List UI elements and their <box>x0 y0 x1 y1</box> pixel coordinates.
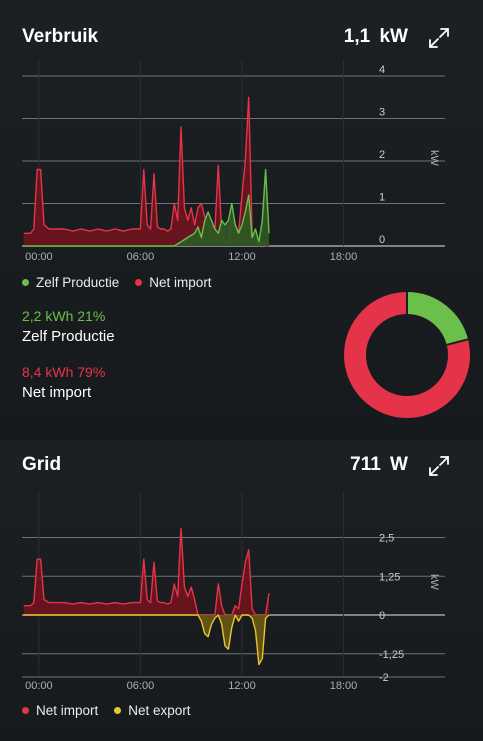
donut-separator <box>446 338 469 346</box>
legend-item-net-export[interactable]: Net export <box>114 703 191 718</box>
legend-item-self-production[interactable]: Zelf Productie <box>22 275 119 290</box>
y-tick-label: 1,25 <box>379 571 400 583</box>
legend-label: Net import <box>36 703 99 718</box>
card-title: Grid <box>22 454 62 475</box>
donut-chart <box>344 292 470 418</box>
card-title: Verbruik <box>22 26 99 47</box>
y-tick-label: 2 <box>379 149 385 161</box>
y-axis-unit-label: kW <box>428 574 440 591</box>
series-area-net-export <box>23 615 270 665</box>
x-tick-label: 06:00 <box>127 680 155 692</box>
x-tick-label: 00:00 <box>25 680 53 692</box>
legend-label: Net import <box>149 275 212 290</box>
x-tick-label: 00:00 <box>25 251 53 263</box>
series-line-net-export <box>23 614 270 666</box>
grid-card: Grid 711 W 2,5 1,25 0 -1,25 -2 00:00 06:00 12:0… <box>0 440 483 741</box>
y-tick-label: 1 <box>379 192 385 204</box>
y-tick-label: 0 <box>379 610 385 622</box>
stat-label: Zelf Productie <box>22 328 115 345</box>
series-line-zelf-productie <box>23 168 270 247</box>
expand-icon[interactable] <box>427 454 451 478</box>
y-tick-label: -2 <box>379 672 389 684</box>
grid-legend: Net import Net export <box>22 703 191 718</box>
x-tick-label: 12:00 <box>228 680 256 692</box>
current-power-value: 1,1 kW <box>343 26 408 47</box>
legend-label: Net export <box>128 703 191 718</box>
usage-legend: Zelf Productie Net import <box>22 275 212 290</box>
series-line-net-import <box>23 527 270 616</box>
stat-label: Net import <box>22 384 92 401</box>
grid-chart: 2,5 1,25 0 -1,25 -2 00:00 06:00 12:00 18:00 kW <box>22 492 445 692</box>
y-tick-label: 3 <box>379 107 385 119</box>
series-area-zelf-productie <box>23 169 270 246</box>
legend-dot <box>135 279 143 286</box>
x-tick-label: 18:00 <box>330 680 358 692</box>
y-tick-label: -1,25 <box>379 649 404 661</box>
stat-amount: 8,4 kWh 79% <box>22 364 106 380</box>
usage-card: Verbruik 1,1 kW 4 3 2 1 0 00:00 06:00 12:00 18:0… <box>0 0 483 432</box>
grid-power-value: 711 W <box>350 454 408 475</box>
x-tick-label: 12:00 <box>228 251 256 263</box>
legend-item-net-import[interactable]: Net import <box>135 275 212 290</box>
y-tick-label: 4 <box>379 64 385 76</box>
stat-self-production: 2,2 kWh 21% Zelf Productie <box>22 308 115 345</box>
x-tick-label: 06:00 <box>127 251 155 263</box>
legend-dot <box>22 707 29 714</box>
expand-icon[interactable] <box>427 26 451 50</box>
legend-label: Zelf Productie <box>36 275 120 290</box>
stat-net-import: 8,4 kWh 79% Net import <box>22 364 105 401</box>
legend-dot <box>114 707 122 714</box>
usage-chart: 4 3 2 1 0 00:00 06:00 12:00 18:00 kW <box>22 60 445 263</box>
legend-item-net-import[interactable]: Net import <box>22 703 98 718</box>
legend-dot <box>22 279 29 286</box>
stat-amount: 2,2 kWh 21% <box>22 308 106 324</box>
y-tick-label: 2,5 <box>379 533 394 545</box>
y-tick-label: 0 <box>379 234 385 246</box>
y-axis-unit-label: kW <box>428 150 440 167</box>
x-tick-label: 18:00 <box>330 251 358 263</box>
